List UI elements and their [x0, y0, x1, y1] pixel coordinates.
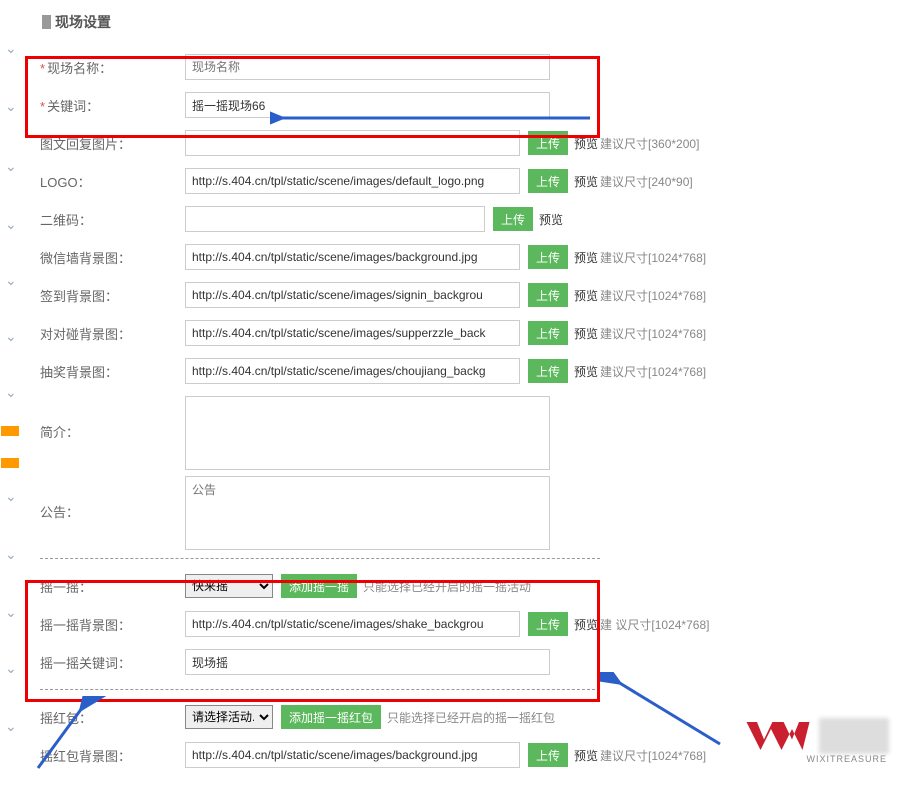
preview-link[interactable]: 预览	[574, 325, 598, 342]
hongbao-select[interactable]: 请选择活动...	[185, 705, 273, 729]
hint-text: 建议尺寸[360*200]	[600, 135, 699, 152]
intro-textarea[interactable]	[185, 396, 550, 470]
label-duidui-bg: 对对碰背景图：	[40, 324, 185, 343]
upload-button[interactable]: 上传	[528, 743, 568, 767]
signin-bg-input[interactable]	[185, 282, 520, 308]
label-hongbao-bg: 摇红包背景图：	[40, 746, 185, 765]
label-signin-bg: 签到背景图：	[40, 286, 185, 305]
blurred-region	[819, 718, 889, 754]
duidui-bg-input[interactable]	[185, 320, 520, 346]
chevron-down-icon: ⌄	[5, 718, 17, 735]
hint-text: 建 议尺寸[1024*768]	[600, 616, 709, 633]
label-weixin-bg: 微信墙背景图：	[40, 248, 185, 267]
chevron-down-icon: ⌄	[5, 660, 17, 677]
chevron-down-icon: ⌄	[5, 546, 17, 563]
preview-link[interactable]: 预览	[574, 363, 598, 380]
chevron-down-icon: ⌄	[5, 272, 17, 289]
keyword-input[interactable]	[185, 92, 550, 118]
chevron-down-icon: ⌄	[5, 488, 17, 505]
upload-button[interactable]: 上传	[528, 131, 568, 155]
label-reply-img: 图文回复图片：	[40, 134, 185, 153]
watermark-text: WIXITREASURE	[806, 754, 887, 764]
divider	[40, 558, 600, 559]
label-shake-bg: 摇一摇背景图：	[40, 615, 185, 634]
upload-button[interactable]: 上传	[528, 283, 568, 307]
label-notice: 公告：	[40, 476, 185, 521]
chevron-down-icon: ⌄	[5, 384, 17, 401]
chevron-down-icon: ⌄	[5, 40, 17, 57]
upload-button[interactable]: 上传	[493, 207, 533, 231]
chevron-down-icon: ⌄	[5, 328, 17, 345]
weixin-bg-input[interactable]	[185, 244, 520, 270]
w-logo-icon	[743, 718, 813, 754]
reply-img-input[interactable]	[185, 130, 520, 156]
shake-keyword-input[interactable]	[185, 649, 550, 675]
choujiang-bg-input[interactable]	[185, 358, 520, 384]
upload-button[interactable]: 上传	[528, 321, 568, 345]
qrcode-input[interactable]	[185, 206, 485, 232]
chevron-down-icon: ⌄	[5, 158, 17, 175]
label-hongbao: 摇红包：	[40, 708, 185, 727]
label-keyword: *关键词：	[40, 96, 185, 115]
watermark-logo	[743, 718, 889, 754]
left-rail: ⌄ ⌄ ⌄ ⌄ ⌄ ⌄ ⌄ ⌄ ⌄ ⌄ ⌄ ⌄	[0, 0, 22, 774]
label-qrcode: 二维码：	[40, 210, 185, 229]
hint-text: 建议尺寸[1024*768]	[600, 325, 706, 342]
chevron-down-icon: ⌄	[5, 604, 17, 621]
add-shake-button[interactable]: 添加摇一摇	[281, 574, 357, 598]
header-icon	[42, 15, 51, 29]
hint-text: 建议尺寸[1024*768]	[600, 363, 706, 380]
hint-text: 建议尺寸[1024*768]	[600, 747, 706, 764]
hint-text: 建议尺寸[1024*768]	[600, 249, 706, 266]
add-hongbao-button[interactable]: 添加摇一摇红包	[281, 705, 381, 729]
notice-textarea[interactable]	[185, 476, 550, 550]
label-scene-name: *现场名称：	[40, 58, 185, 77]
shake-select[interactable]: 快来摇	[185, 574, 273, 598]
preview-link[interactable]: 预览	[574, 747, 598, 764]
upload-button[interactable]: 上传	[528, 359, 568, 383]
upload-button[interactable]: 上传	[528, 169, 568, 193]
divider	[40, 689, 600, 690]
label-shake-keyword: 摇一摇关键词：	[40, 653, 185, 672]
logo-input[interactable]	[185, 168, 520, 194]
hint-text: 只能选择已经开启的摇一摇红包	[387, 709, 555, 726]
preview-link[interactable]: 预览	[574, 287, 598, 304]
label-shake: 摇一摇：	[40, 577, 185, 596]
preview-link[interactable]: 预览	[574, 616, 598, 633]
orange-tag	[1, 426, 19, 436]
upload-button[interactable]: 上传	[528, 612, 568, 636]
preview-link[interactable]: 预览	[574, 249, 598, 266]
preview-link[interactable]: 预览	[539, 211, 563, 228]
chevron-down-icon: ⌄	[5, 98, 17, 115]
preview-link[interactable]: 预览	[574, 173, 598, 190]
chevron-down-icon: ⌄	[5, 216, 17, 233]
page-title: 现场设置	[55, 12, 111, 32]
label-choujiang-bg: 抽奖背景图：	[40, 362, 185, 381]
upload-button[interactable]: 上传	[528, 245, 568, 269]
hint-text: 建议尺寸[1024*768]	[600, 287, 706, 304]
preview-link[interactable]: 预览	[574, 135, 598, 152]
label-logo: LOGO：	[40, 172, 185, 191]
label-intro: 简介：	[40, 396, 185, 441]
scene-name-input[interactable]	[185, 54, 550, 80]
shake-bg-input[interactable]	[185, 611, 520, 637]
hongbao-bg-input[interactable]	[185, 742, 520, 768]
hint-text: 只能选择已经开启的摇一摇活动	[363, 578, 531, 595]
hint-text: 建议尺寸[240*90]	[600, 173, 693, 190]
orange-tag	[1, 458, 19, 468]
